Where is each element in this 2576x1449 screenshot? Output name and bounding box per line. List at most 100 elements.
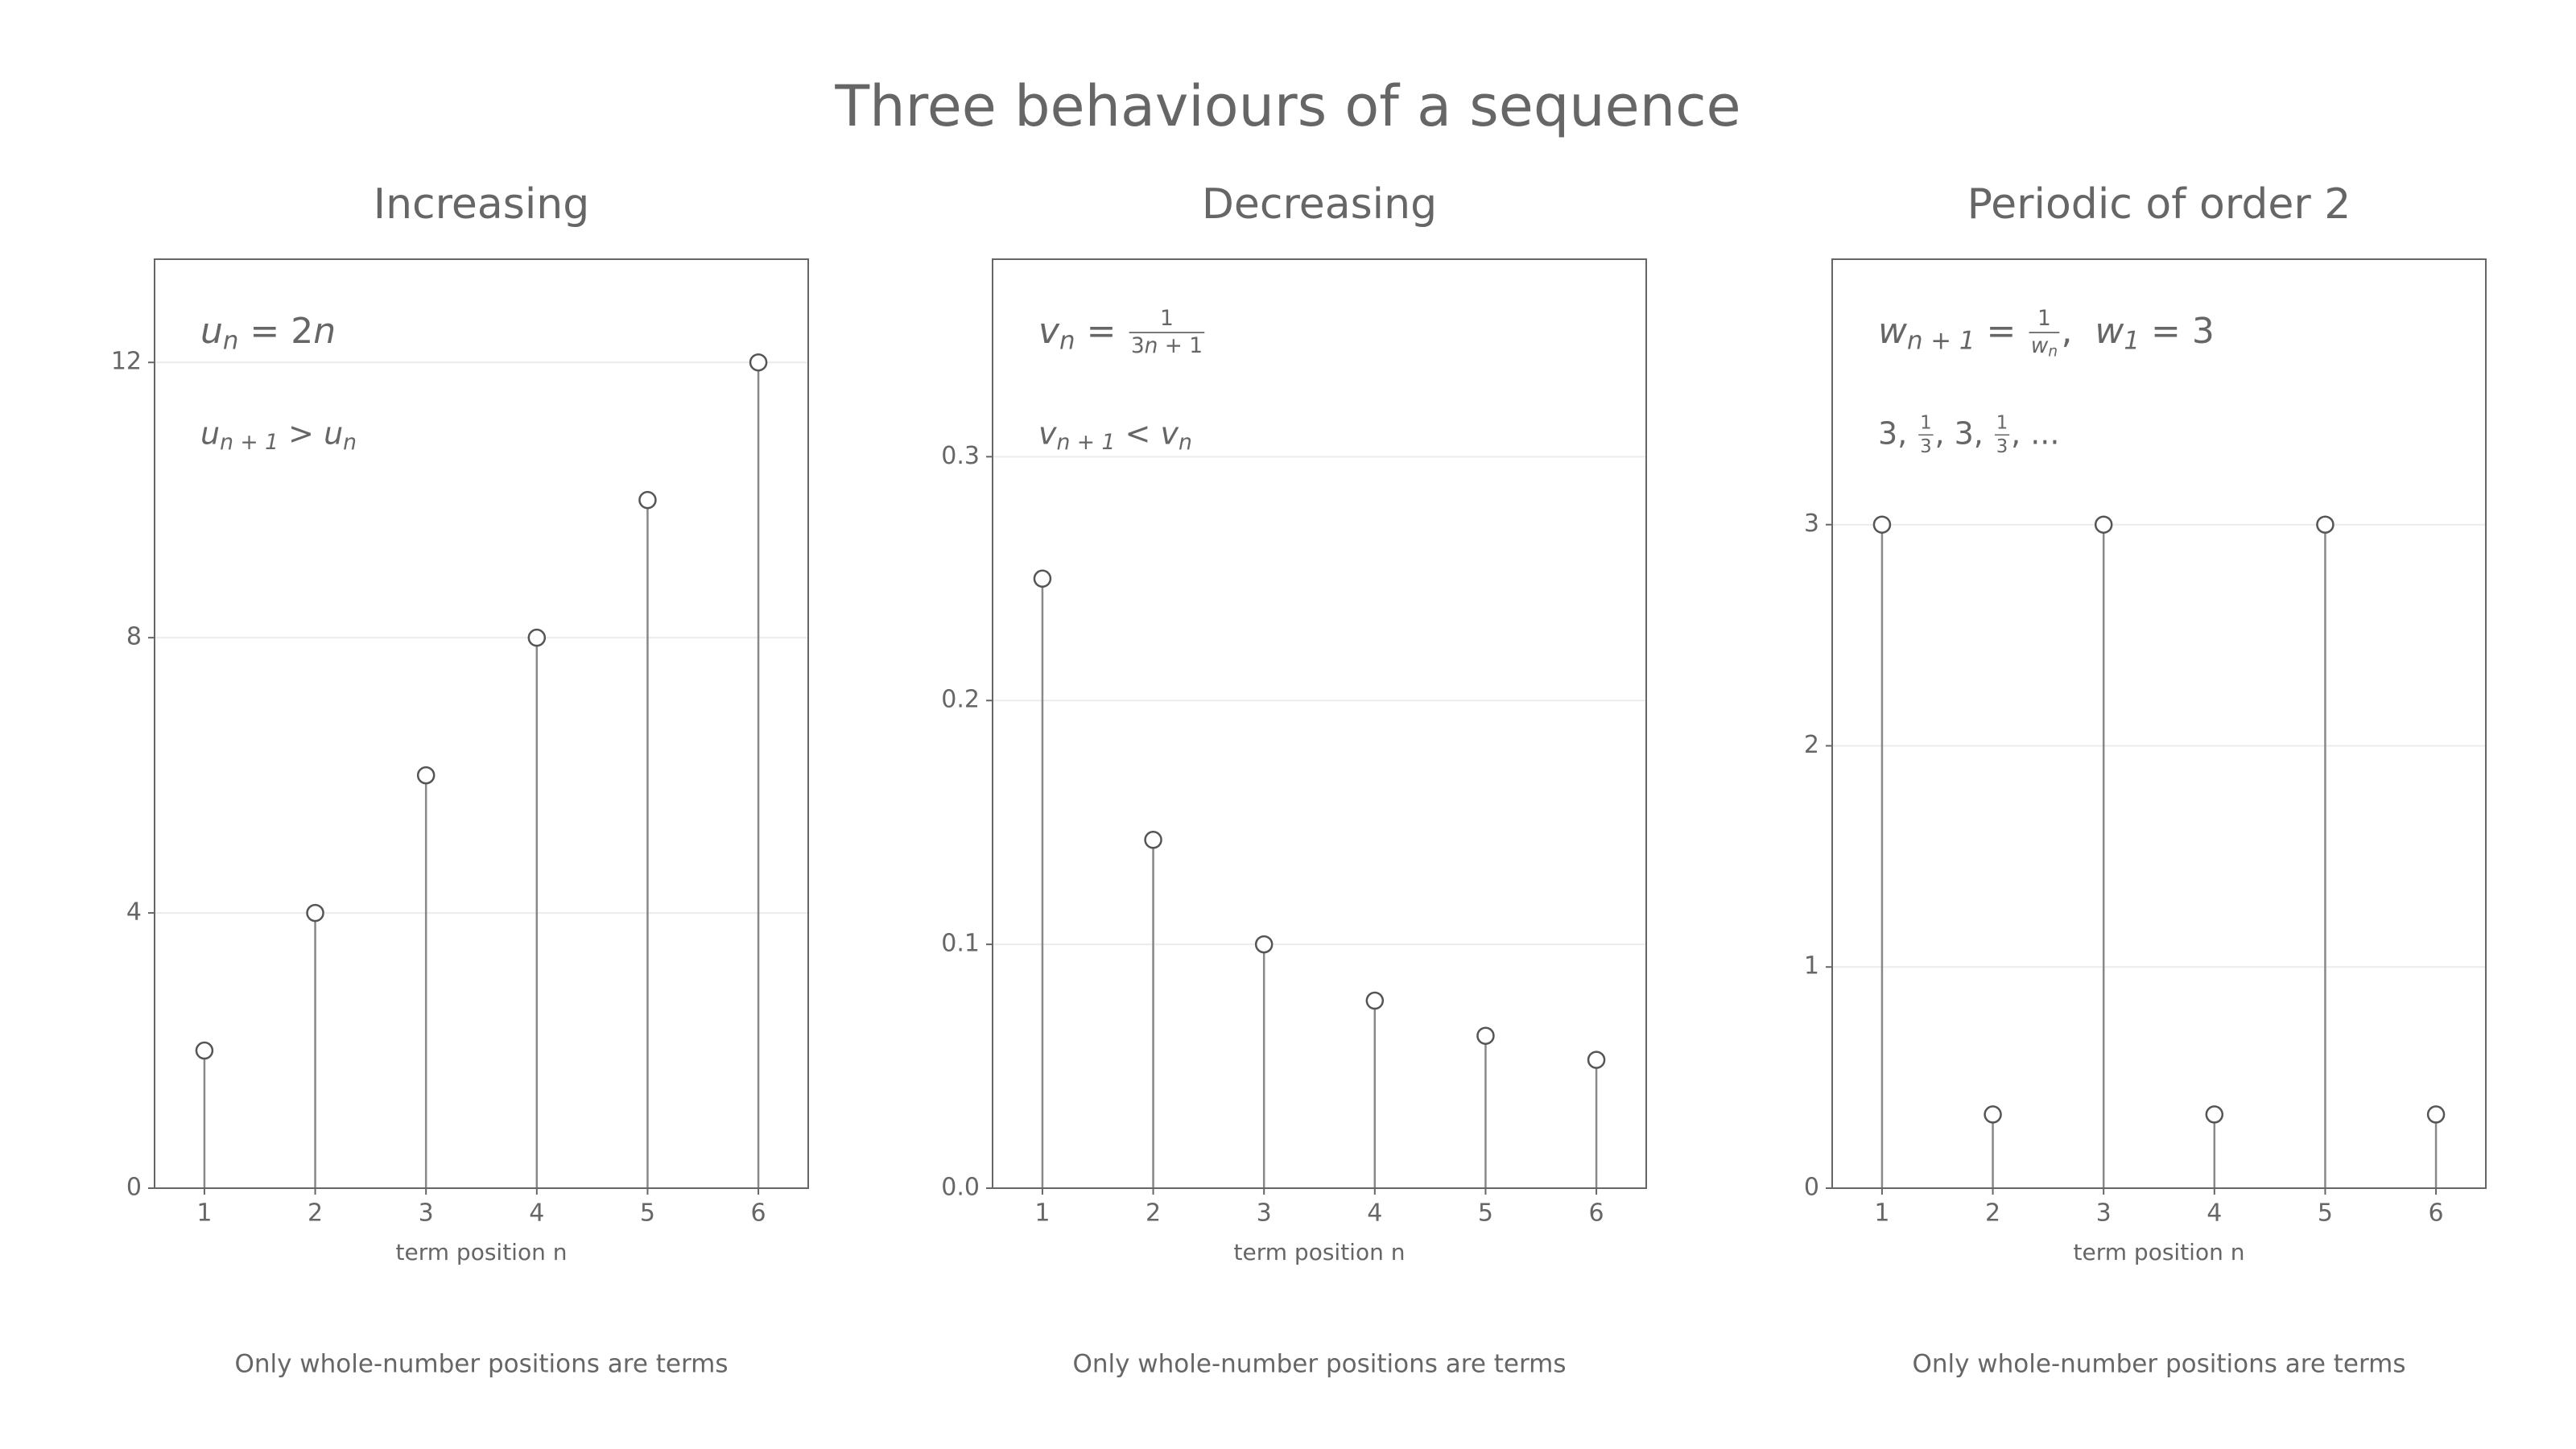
formula-text: , bbox=[2061, 311, 2095, 352]
stem-marker bbox=[1476, 1026, 1495, 1045]
formula-text: n + 1 bbox=[1057, 430, 1116, 455]
x-tick-label: 1 bbox=[196, 1199, 212, 1228]
formula-text: v bbox=[1038, 311, 1060, 352]
x-tick-label: 3 bbox=[2096, 1199, 2112, 1228]
fraction-numerator: 1 bbox=[1160, 306, 1174, 331]
stem-marker bbox=[1872, 515, 1892, 534]
y-tick-label: 0 bbox=[126, 1174, 142, 1202]
formula-text: u bbox=[324, 416, 343, 452]
x-tick-label: 6 bbox=[2429, 1199, 2444, 1228]
x-tick-label: 5 bbox=[1478, 1199, 1493, 1228]
formula-text: 1 bbox=[1996, 412, 2008, 433]
y-tick-label: 4 bbox=[126, 898, 142, 927]
x-axis-label: term position n bbox=[2074, 1239, 2245, 1265]
stem-marker bbox=[2205, 1105, 2224, 1124]
stem-marker bbox=[1984, 1105, 2002, 1124]
x-tick-label: 6 bbox=[1589, 1199, 1604, 1228]
formula-text: 1 bbox=[2037, 306, 2051, 331]
y-tick-label: 2 bbox=[1804, 731, 1819, 759]
stem-marker bbox=[416, 766, 436, 785]
footnote: Only whole-number positions are terms bbox=[1072, 1350, 1566, 1379]
stem-marker bbox=[1144, 831, 1162, 849]
fraction-numerator: 1 bbox=[1920, 412, 1932, 433]
formula-text: n bbox=[223, 327, 239, 356]
plot-frame bbox=[992, 258, 1647, 1189]
x-tick-label: 3 bbox=[1257, 1199, 1272, 1228]
footnote: Only whole-number positions are terms bbox=[1912, 1350, 2405, 1379]
formula-text: 1 bbox=[1920, 412, 1932, 433]
plot-frame bbox=[154, 258, 809, 1189]
y-tick-label: 0.2 bbox=[941, 686, 980, 714]
formula-text: 3 bbox=[1920, 436, 1932, 457]
x-tick-label: 5 bbox=[640, 1199, 655, 1228]
formula-text: = 3 bbox=[2140, 311, 2215, 352]
y-tick-label: 12 bbox=[111, 348, 142, 376]
x-tick-label: 4 bbox=[1367, 1199, 1382, 1228]
formula-text: 3, bbox=[1878, 416, 1917, 452]
formula-text: u bbox=[200, 416, 220, 452]
fraction-numerator: 1 bbox=[2037, 306, 2051, 331]
x-axis-label: term position n bbox=[396, 1239, 568, 1265]
x-tick-label: 6 bbox=[751, 1199, 766, 1228]
formula-text: = 2 bbox=[238, 311, 313, 352]
formula-text: > bbox=[279, 416, 324, 452]
y-tick-label: 8 bbox=[126, 623, 142, 651]
formula-text: = bbox=[1075, 311, 1128, 352]
formula-text: v bbox=[1160, 416, 1179, 452]
formula-text: w bbox=[1878, 311, 1908, 352]
y-tick-label: 0.1 bbox=[941, 930, 980, 958]
stem-marker bbox=[195, 1041, 214, 1060]
x-tick-label: 1 bbox=[1034, 1199, 1050, 1228]
x-axis-label: term position n bbox=[1234, 1239, 1406, 1265]
x-tick-label: 2 bbox=[1985, 1199, 2000, 1228]
formula-text: u bbox=[200, 311, 223, 352]
stem-marker bbox=[527, 628, 547, 647]
y-tick-label: 1 bbox=[1804, 952, 1819, 980]
formula-text: , ... bbox=[2011, 416, 2059, 452]
formula-text: n bbox=[1059, 327, 1075, 356]
y-tick-label: 0 bbox=[1804, 1174, 1819, 1202]
formula-text: n bbox=[343, 430, 357, 455]
formula-text: 3 bbox=[1131, 333, 1145, 358]
stem-marker bbox=[2426, 1105, 2446, 1124]
plot-frame bbox=[1831, 258, 2487, 1189]
formula-text: n + 1 bbox=[1907, 327, 1975, 356]
stem-marker bbox=[749, 353, 768, 372]
formula-text: = bbox=[1975, 311, 2028, 352]
formula-text: n bbox=[2048, 343, 2058, 360]
footnote: Only whole-number positions are terms bbox=[234, 1350, 728, 1379]
y-tick-label: 3 bbox=[1804, 510, 1819, 538]
fraction-denominator: 3 bbox=[1920, 436, 1932, 457]
stem-marker bbox=[1033, 569, 1052, 588]
formula-text: w bbox=[2095, 311, 2124, 352]
formula-text: n bbox=[1145, 333, 1158, 358]
stem-marker bbox=[2316, 515, 2334, 534]
formula-text: < bbox=[1115, 416, 1160, 452]
x-tick-label: 4 bbox=[529, 1199, 544, 1228]
stem-marker bbox=[1587, 1051, 1606, 1069]
formula-text: n + 1 bbox=[220, 430, 279, 455]
figure-title: Three behaviours of a sequence bbox=[834, 73, 1740, 139]
formula-text: + 1 bbox=[1158, 333, 1203, 358]
chart-title: Increasing bbox=[374, 180, 589, 229]
x-tick-label: 3 bbox=[419, 1199, 434, 1228]
chart-title: Decreasing bbox=[1202, 180, 1437, 229]
y-tick-label: 0.0 bbox=[941, 1174, 980, 1202]
formula-text: , 3, bbox=[1934, 416, 1993, 452]
fraction-numerator: 1 bbox=[1996, 412, 2008, 433]
y-tick-label: 0.3 bbox=[941, 442, 980, 470]
fraction-denominator: 3 bbox=[1996, 436, 2008, 457]
x-tick-label: 1 bbox=[1874, 1199, 1889, 1228]
stem-marker bbox=[1254, 935, 1274, 954]
formula-text: v bbox=[1038, 416, 1057, 452]
formula-text: w bbox=[2031, 333, 2049, 358]
